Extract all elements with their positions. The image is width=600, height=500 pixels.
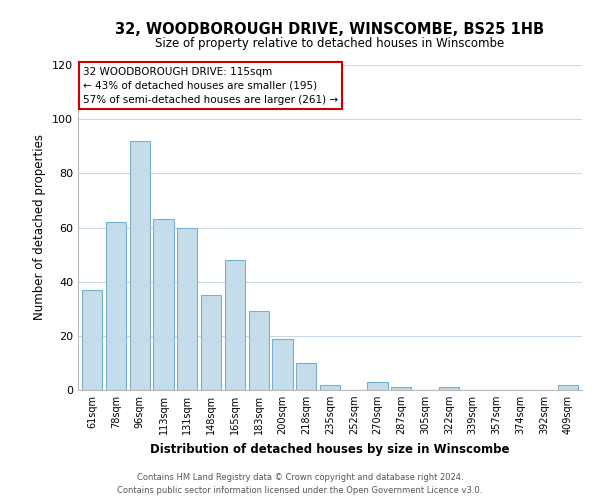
Text: Contains HM Land Registry data © Crown copyright and database right 2024.
Contai: Contains HM Land Registry data © Crown c… (118, 474, 482, 495)
Text: Size of property relative to detached houses in Winscombe: Size of property relative to detached ho… (155, 38, 505, 51)
X-axis label: Distribution of detached houses by size in Winscombe: Distribution of detached houses by size … (150, 442, 510, 456)
Bar (272, 338, 293, 390)
Text: 32, WOODBOROUGH DRIVE, WINSCOMBE, BS25 1HB: 32, WOODBOROUGH DRIVE, WINSCOMBE, BS25 1… (115, 22, 545, 38)
Text: 32 WOODBOROUGH DRIVE: 115sqm
← 43% of detached houses are smaller (195)
57% of s: 32 WOODBOROUGH DRIVE: 115sqm ← 43% of de… (83, 66, 338, 104)
Bar (106, 222, 126, 390)
Bar (201, 295, 221, 390)
Bar (225, 260, 245, 390)
Bar (82, 290, 103, 390)
Bar (130, 141, 150, 390)
Bar (248, 312, 269, 390)
Bar (367, 382, 388, 390)
Bar (391, 388, 412, 390)
Bar (557, 384, 578, 390)
Bar (296, 363, 316, 390)
Bar (439, 388, 459, 390)
Bar (177, 228, 197, 390)
Bar (154, 220, 173, 390)
Y-axis label: Number of detached properties: Number of detached properties (34, 134, 46, 320)
Bar (320, 384, 340, 390)
